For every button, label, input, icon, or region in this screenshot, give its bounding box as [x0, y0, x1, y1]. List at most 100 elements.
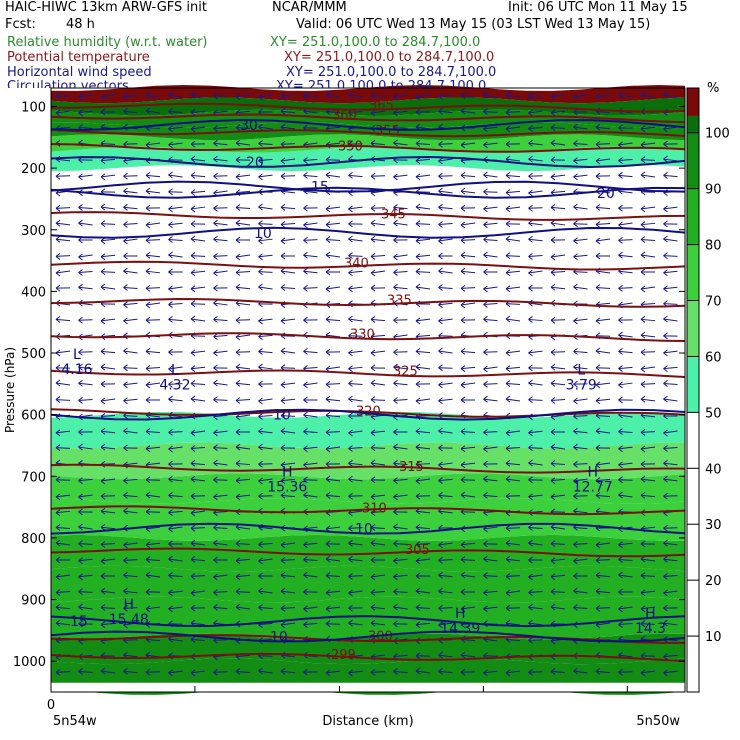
wind-vector-head — [640, 251, 646, 259]
wind-vector-shaft — [78, 271, 93, 273]
wind-vector-head — [393, 348, 398, 356]
wind-vector-head — [618, 571, 623, 579]
wind-vector-shaft — [303, 431, 318, 433]
wind-vector-head — [235, 333, 241, 341]
wind-vector-head — [258, 667, 263, 675]
colorbar-tick-label: 80 — [705, 239, 722, 254]
wind-vector-shaft — [393, 446, 408, 450]
wind-vector-head — [78, 219, 83, 227]
plot-frame — [50, 87, 686, 693]
wind-vector-shaft — [505, 670, 521, 674]
wind-vector-shaft — [100, 286, 116, 290]
wind-vector-shaft — [190, 190, 206, 194]
wind-vector-shaft — [663, 590, 678, 594]
wind-vector-head — [78, 508, 83, 516]
wind-vector-head — [235, 139, 241, 147]
wind-vector-head — [303, 381, 308, 389]
wind-vector-head — [370, 573, 376, 581]
high-marker: H — [588, 464, 599, 480]
wind-vector-head — [123, 364, 128, 372]
wind-vector-head — [213, 459, 218, 467]
wind-vector-shaft — [145, 462, 161, 466]
wind-vector-head — [280, 444, 286, 452]
wind-vector-shaft — [100, 510, 116, 514]
wind-vector-head — [123, 267, 128, 275]
wind-vector-shaft — [258, 286, 273, 290]
wind-vector-head — [303, 491, 308, 499]
wind-vector-shaft — [505, 398, 521, 402]
wind-vector-shaft — [348, 174, 363, 178]
wind-vector-shaft — [78, 94, 93, 98]
wind-vector-shaft — [505, 462, 521, 466]
wind-vector-head — [145, 381, 151, 389]
wind-vector-head — [663, 269, 668, 277]
wind-vector-head — [505, 492, 511, 500]
wind-vector-shaft — [438, 287, 453, 289]
wind-vector-head — [190, 205, 196, 213]
wind-vector-head — [415, 203, 421, 211]
wind-vector-head — [483, 236, 488, 243]
wind-vector-shaft — [190, 527, 206, 529]
wind-vector-shaft — [280, 350, 296, 354]
wind-vector-shaft — [505, 270, 521, 274]
extremum-value: 3.79 — [566, 378, 597, 394]
wind-vector-head — [168, 509, 173, 516]
wind-vector-shaft — [460, 302, 476, 306]
wind-vector-shaft — [393, 94, 408, 98]
wind-vector-head — [348, 573, 353, 580]
wind-vector-shaft — [370, 606, 386, 610]
wind-vector-shaft — [145, 559, 161, 561]
colorbar-frame — [686, 87, 700, 693]
wind-vector-head — [168, 491, 173, 499]
wind-vector-head — [370, 539, 376, 547]
wind-vector-head — [258, 587, 263, 595]
rh-layer — [51, 85, 685, 104]
wind-vector-shaft — [663, 238, 678, 242]
wind-vector-head — [78, 316, 83, 324]
wind-vector-head — [370, 619, 376, 627]
wind-vector-shaft — [123, 398, 138, 402]
wind-vector-head — [280, 237, 286, 245]
wind-vector-head — [78, 348, 83, 356]
wind-vector-shaft — [55, 350, 71, 354]
wind-vector-head — [168, 475, 173, 483]
wind-vector-shaft — [168, 431, 183, 433]
wind-vector-head — [460, 476, 466, 484]
wind-vector-shaft — [528, 158, 543, 162]
theta-contour-label: 325 — [393, 365, 418, 380]
wind-vector-head — [550, 236, 556, 244]
wind-vector-head — [460, 445, 466, 453]
wind-vector-head — [325, 620, 331, 628]
wind-vector-shaft — [123, 206, 138, 210]
wind-vector-shaft — [595, 143, 611, 145]
wind-vector-head — [168, 221, 173, 229]
wind-contour-line — [50, 522, 686, 535]
wind-vector-head — [595, 381, 601, 389]
wind-vector-head — [100, 363, 106, 371]
wind-vector-shaft — [393, 574, 408, 578]
wind-vector-shaft — [303, 446, 318, 450]
wind-vector-shaft — [438, 607, 453, 609]
wind-vector-shaft — [190, 670, 206, 674]
wind-vector-head — [573, 604, 578, 611]
wind-vector-head — [595, 556, 601, 564]
wind-vector-head — [438, 651, 443, 659]
wind-vector-head — [123, 587, 128, 595]
wind-vector-shaft — [55, 207, 71, 209]
wind-vector-head — [348, 589, 353, 597]
wind-vector-head — [528, 556, 533, 564]
wind-vector-shaft — [190, 174, 206, 178]
wind-vector-head — [55, 509, 61, 517]
field-rh-xy: XY= 251.0,100.0 to 284.7,100.0 — [270, 35, 481, 50]
wind-vector-head — [370, 316, 376, 323]
wind-vector-shaft — [415, 670, 431, 674]
wind-vector-head — [460, 588, 466, 596]
wind-vector-head — [145, 187, 151, 195]
wind-vector-shaft — [550, 127, 566, 129]
wind-vector-head — [483, 205, 488, 213]
wind-vector-head — [483, 251, 488, 259]
wind-vector-shaft — [168, 494, 183, 498]
wind-vector-shaft — [483, 222, 498, 226]
wind-vector-head — [438, 491, 443, 499]
